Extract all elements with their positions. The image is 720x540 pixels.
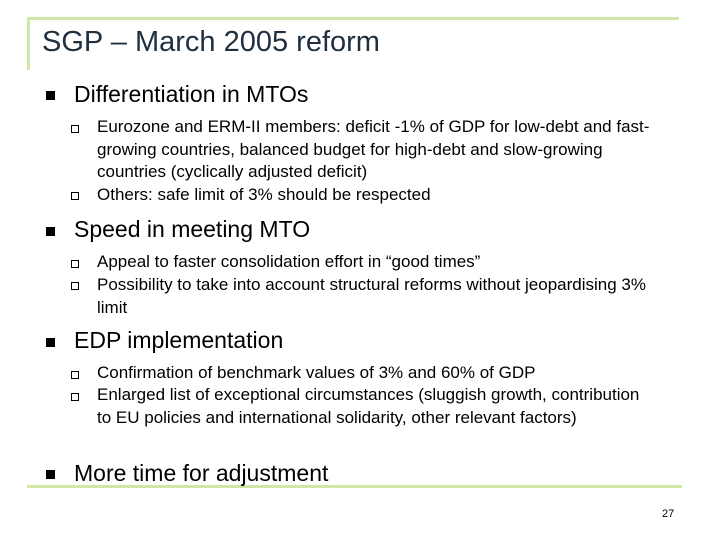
sub-bullet-others: Others: safe limit of 3% should be respe… <box>97 185 431 204</box>
bullet-square-icon <box>46 470 55 479</box>
sub-bullet-box-icon <box>71 125 79 133</box>
sub-bullet-box-icon <box>71 371 79 379</box>
bullet-square-icon <box>46 91 55 100</box>
sub-bullet-box-icon <box>71 192 79 200</box>
sub-bullet-box-icon <box>71 393 79 401</box>
top-border-line <box>27 17 679 20</box>
bullet-more-time: More time for adjustment <box>74 460 329 486</box>
bullet-speed-mto: Speed in meeting MTO <box>74 216 311 242</box>
sub-bullet-box-icon <box>71 260 79 268</box>
sub-bullet-eurozone: Eurozone and ERM-II members: deficit -1%… <box>97 117 650 181</box>
left-border-line <box>27 18 30 70</box>
bullet-square-icon <box>46 227 55 236</box>
bullet-square-icon <box>46 338 55 347</box>
sub-bullet-confirmation: Confirmation of benchmark values of 3% a… <box>97 363 536 382</box>
sub-bullet-possibility: Possibility to take into account structu… <box>97 275 646 317</box>
sub-bullet-enlarged-list: Enlarged list of exceptional circumstanc… <box>97 385 640 427</box>
bottom-border-line <box>27 485 682 488</box>
slide-title: SGP – March 2005 reform <box>42 26 380 58</box>
bullet-differentiation-mtos: Differentiation in MTOs <box>74 81 309 107</box>
sub-bullet-appeal: Appeal to faster consolidation effort in… <box>97 252 481 271</box>
page-number: 27 <box>662 508 675 520</box>
bullet-edp-implementation: EDP implementation <box>74 327 284 353</box>
sub-bullet-box-icon <box>71 282 79 290</box>
